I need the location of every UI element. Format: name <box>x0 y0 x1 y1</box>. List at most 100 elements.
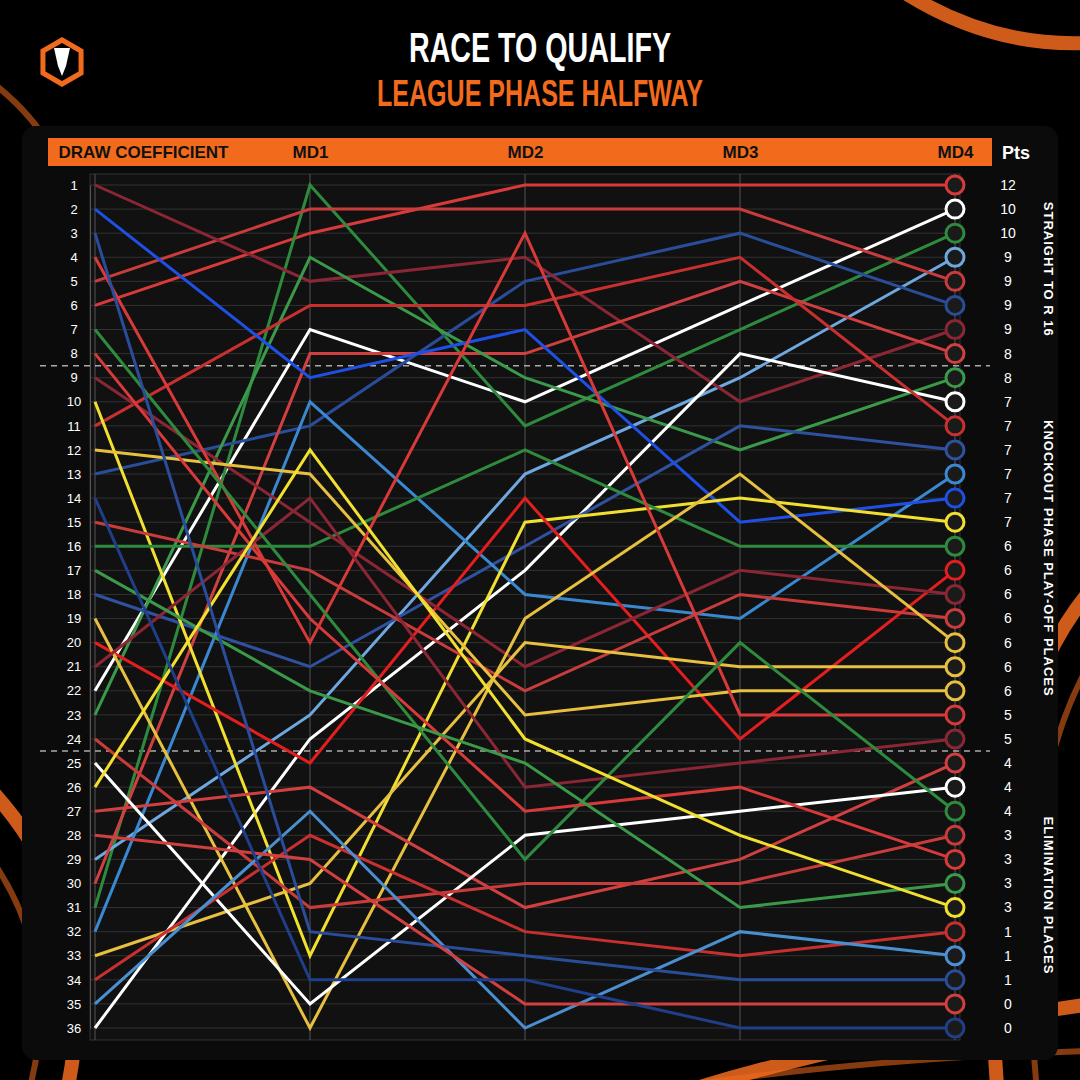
team-badge <box>946 585 964 603</box>
points-labels: 121010999988777777666666655444333311100 <box>1000 177 1016 1036</box>
y-tick-label: 30 <box>67 876 81 891</box>
team-badge <box>946 850 964 868</box>
y-axis: 1234567891011121314151617181920212223242… <box>67 178 91 1036</box>
team-line <box>95 811 955 1028</box>
points-label: 7 <box>1004 490 1012 506</box>
y-tick: 12 <box>67 443 90 458</box>
marks <box>95 176 964 1037</box>
points-label: 9 <box>1004 321 1012 337</box>
x-tick: MD4 <box>938 143 974 162</box>
team-badge <box>946 176 964 194</box>
x-tick-label: DRAW COEFFICIENT <box>59 143 230 162</box>
team-line <box>95 233 955 980</box>
team-badge <box>946 393 964 411</box>
y-tick: 25 <box>67 756 90 771</box>
y-tick: 29 <box>67 852 90 867</box>
team-badge <box>946 561 964 579</box>
team-line <box>95 185 955 908</box>
points-label: 8 <box>1004 370 1012 386</box>
team-badge <box>946 441 964 459</box>
y-tick: 33 <box>67 948 90 963</box>
points-label: 7 <box>1004 466 1012 482</box>
grid <box>90 174 960 1040</box>
team-line <box>95 426 955 667</box>
points-label: 1 <box>1004 972 1012 988</box>
y-tick-label: 33 <box>67 948 81 963</box>
x-tick-label: MD1 <box>293 143 329 162</box>
team-badge <box>946 610 964 628</box>
y-tick-label: 15 <box>67 515 81 530</box>
points-label: 6 <box>1004 538 1012 554</box>
y-tick: 32 <box>67 924 90 939</box>
points-label: 6 <box>1004 659 1012 675</box>
zone-label: ELIMINATION PLACES <box>1041 817 1056 975</box>
points-label: 1 <box>1004 924 1012 940</box>
team-badge <box>946 778 964 796</box>
y-tick: 13 <box>67 467 90 482</box>
y-tick-label: 9 <box>70 370 77 385</box>
y-tick-label: 36 <box>67 1021 81 1036</box>
y-tick-label: 26 <box>67 780 81 795</box>
points-label: 9 <box>1004 273 1012 289</box>
team-badge <box>946 465 964 483</box>
team-badge <box>946 634 964 652</box>
points-label: 3 <box>1004 875 1012 891</box>
y-tick-label: 16 <box>67 539 81 554</box>
y-tick-label: 5 <box>70 274 77 289</box>
team-badge <box>946 947 964 965</box>
team-line <box>95 835 955 980</box>
points-label: 7 <box>1004 418 1012 434</box>
y-tick: 31 <box>67 900 90 915</box>
y-tick-label: 25 <box>67 756 81 771</box>
y-tick: 17 <box>67 563 90 578</box>
points-label: 0 <box>1004 1020 1012 1036</box>
team-badge <box>946 899 964 917</box>
y-tick-label: 31 <box>67 900 81 915</box>
y-tick: 2 <box>70 202 90 217</box>
y-tick: 27 <box>67 804 90 819</box>
y-tick: 15 <box>67 515 90 530</box>
team-badge <box>946 369 964 387</box>
y-tick-label: 18 <box>67 587 81 602</box>
team-line <box>95 209 955 281</box>
team-badge <box>946 874 964 892</box>
points-label: 6 <box>1004 562 1012 578</box>
y-tick-label: 13 <box>67 467 81 482</box>
y-tick-label: 29 <box>67 852 81 867</box>
team-line <box>95 498 955 1028</box>
y-tick: 20 <box>67 635 90 650</box>
team-badge <box>946 658 964 676</box>
points-label: 9 <box>1004 297 1012 313</box>
y-tick: 7 <box>70 322 90 337</box>
team-line <box>95 450 955 908</box>
subtitle: LEAGUE PHASE HALFWAY <box>377 73 703 114</box>
points-label: 1 <box>1004 948 1012 964</box>
points-label: 4 <box>1004 803 1012 819</box>
y-tick-label: 12 <box>67 443 81 458</box>
y-tick: 11 <box>67 419 90 434</box>
team-line <box>95 257 955 859</box>
y-tick: 4 <box>70 250 90 265</box>
zone-label: STRAIGHT TO R 16 <box>1041 202 1056 337</box>
points-label: 10 <box>1000 225 1016 241</box>
points-label: 10 <box>1000 201 1016 217</box>
team-line <box>95 498 955 763</box>
team-line <box>95 209 955 522</box>
y-tick: 14 <box>67 491 90 506</box>
team-badge <box>946 248 964 266</box>
team-badge <box>946 971 964 989</box>
background <box>0 0 1080 1080</box>
y-tick-label: 20 <box>67 635 81 650</box>
team-badge <box>946 923 964 941</box>
y-tick: 1 <box>70 178 90 193</box>
y-tick-label: 6 <box>70 298 77 313</box>
y-tick-label: 2 <box>70 202 77 217</box>
team-badge <box>946 296 964 314</box>
decoration <box>0 0 1080 1080</box>
points-label: 4 <box>1004 779 1012 795</box>
decor-streak <box>860 0 1080 43</box>
points-label: 5 <box>1004 731 1012 747</box>
y-tick: 3 <box>70 226 90 241</box>
points-label: 8 <box>1004 346 1012 362</box>
team-badge <box>946 1019 964 1037</box>
